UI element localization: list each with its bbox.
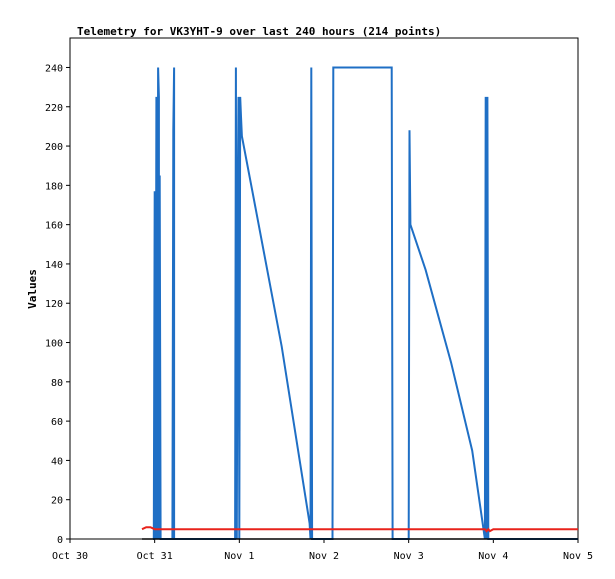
x-tick-label: Nov 4 [478, 551, 508, 562]
y-tick-label: 240 [45, 63, 63, 74]
x-tick-label: Nov 5 [563, 551, 593, 562]
y-tick-label: 200 [45, 142, 63, 153]
y-tick-label: 180 [45, 181, 63, 192]
y-tick-label: 220 [45, 103, 63, 114]
chart-title: Telemetry for VK3YHT-9 over last 240 hou… [77, 25, 441, 38]
y-tick-label: 60 [51, 417, 63, 428]
series-layer [141, 66, 578, 540]
y-axis-label: Values [26, 269, 39, 309]
y-tick-label: 140 [45, 260, 63, 271]
x-tick-label: Nov 2 [309, 551, 339, 562]
y-axis: 0 20 40 60 80 100 120 140 160 180 200 220 240 [45, 63, 70, 546]
y-tick-label: 20 [51, 496, 63, 507]
x-tick-label: Nov 1 [224, 551, 254, 562]
y-tick-label: 80 [51, 378, 63, 389]
y-tick-label: 160 [45, 221, 63, 232]
x-tick-label: Nov 3 [394, 551, 424, 562]
x-tick-label: Oct 30 [52, 551, 88, 562]
series-line-2 [141, 526, 578, 533]
x-tick-label: Oct 31 [137, 551, 173, 562]
y-tick-label: 40 [51, 456, 63, 467]
y-tick-label: 0 [57, 535, 63, 546]
y-tick-label: 100 [45, 339, 63, 350]
y-tick-label: 120 [45, 299, 63, 310]
